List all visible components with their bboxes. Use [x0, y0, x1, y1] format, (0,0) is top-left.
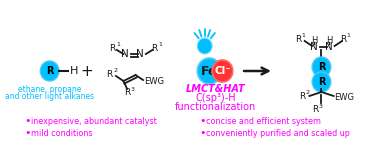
Text: 1: 1	[347, 32, 350, 37]
Text: mild conditions: mild conditions	[31, 128, 93, 137]
Text: R: R	[46, 66, 53, 76]
Text: H: H	[326, 35, 332, 45]
Circle shape	[312, 72, 331, 92]
Circle shape	[312, 57, 331, 77]
Text: N: N	[136, 49, 144, 59]
Text: R: R	[312, 105, 318, 113]
Text: R: R	[318, 77, 325, 87]
Text: C(sp³)-H: C(sp³)-H	[195, 93, 236, 103]
Text: R: R	[151, 44, 157, 52]
Circle shape	[197, 38, 212, 54]
Text: LMCT&HAT: LMCT&HAT	[186, 84, 246, 94]
Text: 1: 1	[302, 32, 306, 37]
Text: EWG: EWG	[144, 76, 164, 86]
Text: concise and efficient system: concise and efficient system	[206, 117, 321, 126]
Text: R: R	[124, 87, 130, 96]
Text: •: •	[25, 128, 31, 138]
Text: 1: 1	[116, 41, 120, 46]
Text: •: •	[199, 128, 206, 138]
Text: 2: 2	[113, 67, 117, 72]
Text: R: R	[109, 44, 115, 52]
Text: N: N	[121, 49, 129, 59]
Text: H: H	[311, 35, 317, 45]
Text: R: R	[318, 62, 325, 72]
Text: ethane, propane: ethane, propane	[18, 85, 81, 94]
Text: 3: 3	[319, 103, 322, 108]
Text: H: H	[70, 66, 79, 76]
Text: EWG: EWG	[335, 92, 355, 101]
Text: 3: 3	[131, 86, 135, 91]
Text: 2: 2	[305, 90, 310, 95]
Text: •: •	[199, 116, 206, 126]
Circle shape	[197, 58, 222, 84]
Text: inexpensive, abundant catalyst: inexpensive, abundant catalyst	[31, 117, 157, 126]
Text: N: N	[325, 42, 333, 52]
Text: 1: 1	[158, 41, 162, 46]
Text: Fe: Fe	[201, 65, 218, 77]
Text: •: •	[25, 116, 31, 126]
Text: +: +	[81, 64, 93, 78]
Text: conveniently purified and scaled up: conveniently purified and scaled up	[206, 128, 350, 137]
Text: Cl⁻: Cl⁻	[214, 66, 231, 76]
Circle shape	[212, 60, 233, 82]
Text: and other light alkanes: and other light alkanes	[5, 92, 94, 101]
Circle shape	[40, 61, 59, 81]
Text: R: R	[340, 35, 346, 44]
Text: functionalization: functionalization	[175, 102, 257, 112]
Text: R: R	[299, 91, 305, 101]
Text: N: N	[310, 42, 318, 52]
Text: R: R	[295, 35, 301, 44]
Text: R: R	[106, 70, 113, 78]
